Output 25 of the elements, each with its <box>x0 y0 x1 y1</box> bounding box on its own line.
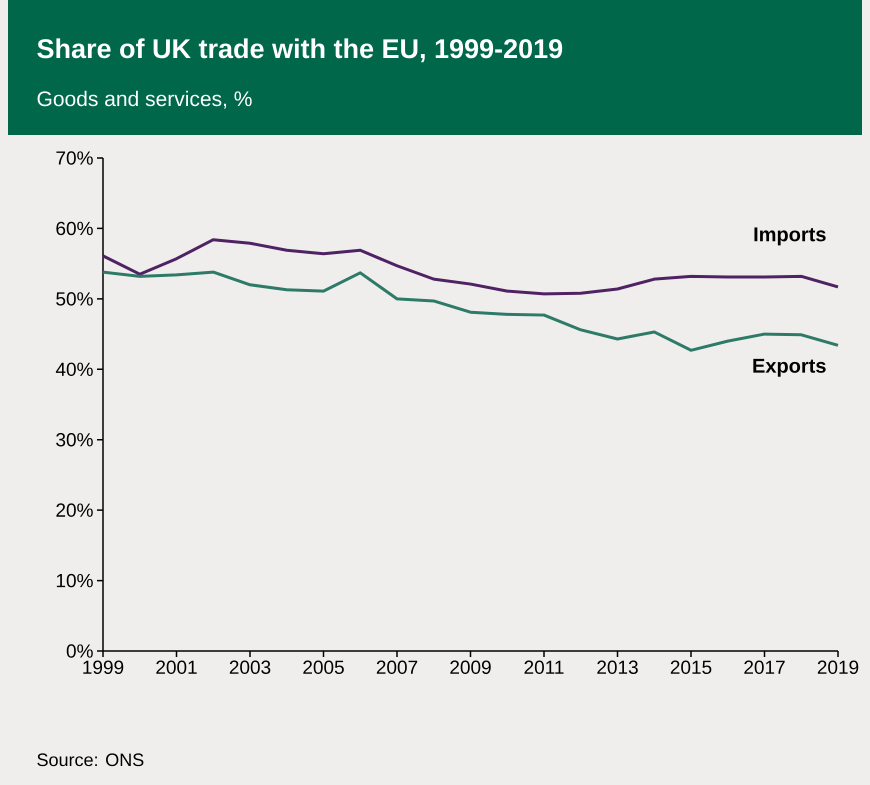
y-tick-label: 70% <box>56 151 93 165</box>
x-tick-label: 2011 <box>524 660 564 674</box>
x-tick-label: 2015 <box>670 660 712 674</box>
x-tick-label: 2013 <box>597 660 638 674</box>
y-tick-label: 40% <box>56 362 93 376</box>
y-tick-label: 30% <box>56 432 93 446</box>
chart-subtitle: Goods and services, % <box>38 90 252 109</box>
x-tick-label: 2005 <box>303 660 344 674</box>
y-tick-label: 10% <box>56 574 93 588</box>
series-label: Exports <box>753 358 826 377</box>
source-note: Source: ONS <box>37 753 144 766</box>
line-series <box>102 270 840 352</box>
y-tick-label: 50% <box>56 292 93 306</box>
x-tick-label: 2009 <box>450 660 491 674</box>
x-tick-label: 2019 <box>818 660 858 674</box>
x-tick-label: 2003 <box>230 660 270 674</box>
y-tick-label: 60% <box>56 222 93 236</box>
x-tick-label: 2017 <box>744 660 785 674</box>
x-tick-label: 2007 <box>376 660 418 674</box>
chart-title: Share of UK trade with the EU, 1999-2019 <box>37 38 562 62</box>
series-label: Imports <box>754 227 826 246</box>
y-tick-label: 0% <box>66 644 93 658</box>
y-tick-label: 20% <box>56 503 93 517</box>
x-tick-label: 1999 <box>83 660 124 674</box>
x-tick-label: 2001 <box>156 660 197 674</box>
